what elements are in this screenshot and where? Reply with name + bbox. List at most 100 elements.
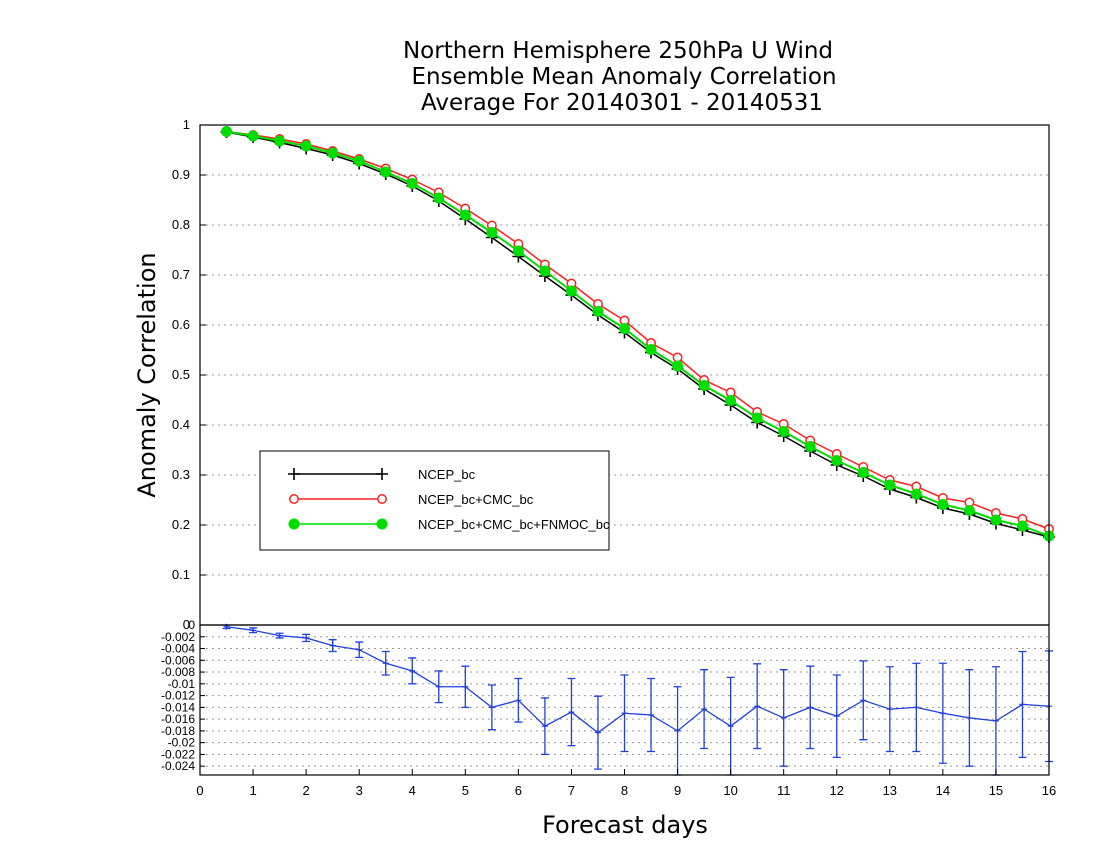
main-y-tick-label: 0.9 bbox=[172, 167, 190, 182]
diff-y-tick-label: -0.008 bbox=[161, 665, 195, 679]
diff-line bbox=[226, 626, 1050, 734]
data-point bbox=[910, 488, 922, 500]
data-point bbox=[376, 518, 388, 530]
data-point bbox=[672, 352, 683, 363]
diff-point bbox=[594, 729, 601, 736]
main-y-tick-label: 0.5 bbox=[172, 367, 190, 382]
diff-point bbox=[462, 683, 469, 690]
diff-y-tick-label: -0.024 bbox=[161, 759, 195, 773]
x-tick-label: 15 bbox=[989, 783, 1003, 798]
data-point bbox=[1016, 520, 1028, 532]
diff-point bbox=[780, 714, 787, 721]
x-tick-label: 3 bbox=[356, 783, 363, 798]
data-point bbox=[289, 494, 299, 504]
diff-point bbox=[621, 710, 628, 717]
diff-point bbox=[833, 713, 840, 720]
x-tick-label: 12 bbox=[830, 783, 844, 798]
diff-point bbox=[992, 717, 999, 724]
main-y-ticks: 0 0.1 0.2 0.3 0.4 0.5 0.6 0.7 0.8 0.9 1 bbox=[172, 117, 206, 632]
data-point bbox=[990, 514, 1002, 526]
diff-y-tick-label: -0.004 bbox=[161, 642, 195, 656]
data-point bbox=[221, 126, 233, 137]
diff-point bbox=[356, 646, 363, 653]
diff-y-tick-label: -0.014 bbox=[161, 700, 195, 714]
diff-point bbox=[913, 704, 920, 711]
data-point bbox=[486, 227, 498, 238]
diff-point bbox=[648, 712, 655, 718]
x-tick-label: 14 bbox=[936, 783, 950, 798]
diff-point bbox=[886, 706, 893, 713]
diff-point bbox=[515, 697, 522, 704]
x-tick-label: 1 bbox=[249, 783, 256, 798]
main-y-tick-label: 0.3 bbox=[172, 467, 190, 482]
x-axis-label: Forecast days bbox=[542, 811, 708, 839]
data-point bbox=[459, 209, 471, 221]
diff-point bbox=[250, 627, 257, 634]
x-tick-label: 9 bbox=[674, 783, 681, 798]
diff-y-tick-label: -0.022 bbox=[161, 747, 195, 761]
data-point bbox=[274, 135, 286, 147]
data-point bbox=[406, 178, 418, 189]
diff-point bbox=[701, 706, 708, 713]
legend-box bbox=[259, 450, 610, 551]
diff-y-tick-label: -0.016 bbox=[161, 712, 195, 726]
diff-y-tick-label: -0.02 bbox=[168, 736, 196, 750]
x-tick-label: 13 bbox=[883, 783, 897, 798]
diff-point bbox=[1019, 701, 1026, 708]
data-point bbox=[288, 518, 300, 530]
diff-point bbox=[329, 642, 336, 649]
diff-point bbox=[382, 660, 389, 667]
data-point bbox=[725, 395, 737, 406]
main-y-tick-label: 0.7 bbox=[172, 267, 190, 282]
data-point bbox=[247, 130, 259, 142]
x-tick-label: 7 bbox=[568, 783, 575, 798]
data-point bbox=[963, 505, 975, 516]
data-point bbox=[380, 166, 392, 178]
data-point bbox=[698, 380, 710, 391]
data-point bbox=[804, 441, 816, 452]
x-tick-label: 11 bbox=[777, 783, 791, 798]
main-y-tick-label: 0.8 bbox=[172, 217, 190, 232]
main-y-tick-label: 0.6 bbox=[172, 317, 190, 332]
diff-series bbox=[222, 623, 1053, 776]
x-ticks: 0 1 2 3 4 5 6 7 8 9 10 11 12 13 14 15 16 bbox=[196, 769, 1056, 798]
main-y-tick-label: 0.1 bbox=[172, 567, 190, 582]
x-tick-label: 10 bbox=[723, 783, 737, 798]
diff-y-tick-label: -0.01 bbox=[168, 677, 196, 691]
diff-point bbox=[966, 714, 973, 721]
diff-point bbox=[409, 667, 416, 674]
data-point bbox=[376, 468, 388, 480]
legend-items: NCEP_bc NCEP_bc+CMC_bc NCEP_bc+CMC_bc+FNMO… bbox=[288, 467, 610, 532]
data-point bbox=[751, 412, 763, 424]
diff-point bbox=[860, 697, 867, 704]
data-point bbox=[327, 147, 339, 159]
main-y-tick-label: 1 bbox=[183, 117, 190, 132]
diff-point bbox=[488, 704, 495, 711]
diff-y-tick-label: -0.002 bbox=[161, 630, 195, 644]
diff-point bbox=[674, 727, 681, 734]
diff-point bbox=[276, 632, 283, 639]
data-point bbox=[778, 426, 790, 437]
x-tick-label: 6 bbox=[515, 783, 522, 798]
series-NCEP_bc+CMC_bc+FNMOC_bc bbox=[221, 126, 1055, 542]
data-point bbox=[857, 467, 869, 478]
data-point bbox=[831, 455, 843, 466]
legend-label: NCEP_bc+CMC_bc+FNMOC_bc bbox=[418, 517, 610, 532]
diff-y-tick-label: 0 bbox=[188, 618, 195, 632]
diff-point bbox=[435, 683, 442, 690]
diff-y-ticks: 0-0.002-0.004-0.006-0.008-0.01-0.012-0.0… bbox=[161, 618, 205, 773]
title-line-1: Northern Hemisphere 250hPa U Wind bbox=[403, 38, 833, 64]
legend: NCEP_bc NCEP_bc+CMC_bc NCEP_bc+CMC_bc+FNMO… bbox=[259, 450, 610, 551]
data-point bbox=[884, 479, 896, 491]
main-y-tick-label: 0 bbox=[183, 617, 190, 632]
data-point bbox=[645, 344, 657, 355]
title-line-3: Average For 20140301 - 20140531 bbox=[421, 90, 823, 116]
legend-label: NCEP_bc bbox=[418, 467, 476, 482]
diff-point bbox=[939, 710, 946, 717]
x-tick-label: 2 bbox=[303, 783, 310, 798]
data-point bbox=[619, 323, 630, 334]
data-point bbox=[300, 140, 312, 152]
data-point bbox=[377, 494, 387, 504]
data-point bbox=[672, 360, 684, 372]
